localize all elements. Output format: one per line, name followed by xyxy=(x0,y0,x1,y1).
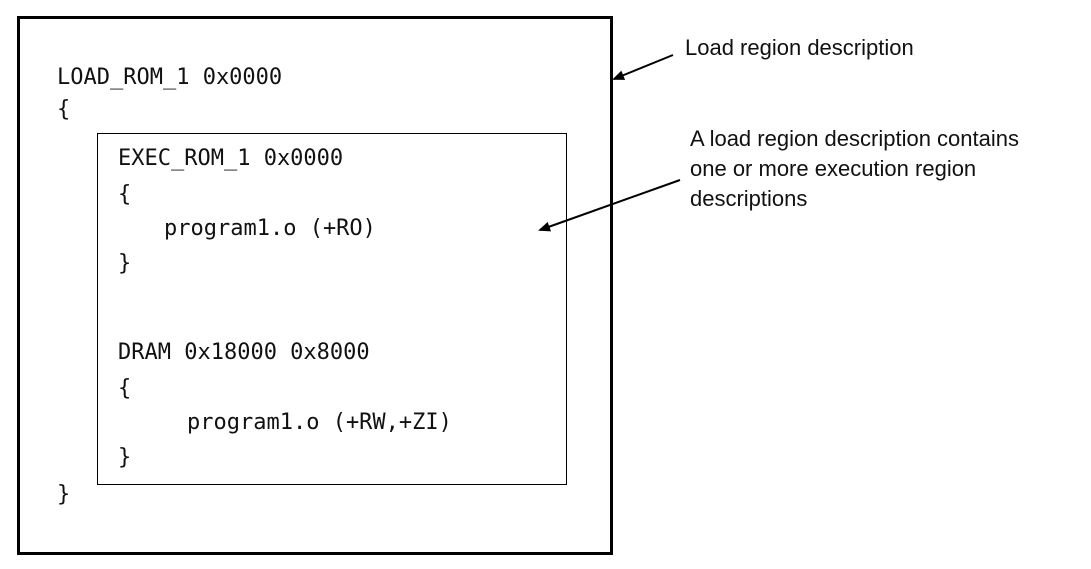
exec-rom-close-brace: } xyxy=(118,251,132,276)
exec-region-annotation: A load region description contains one o… xyxy=(690,124,1019,214)
exec-region-annotation-line-2: one or more execution region xyxy=(690,156,977,181)
dram-close-brace: } xyxy=(118,445,132,470)
load-region-box xyxy=(17,16,613,555)
load-region-open-brace: { xyxy=(57,97,71,122)
exec-region-arrow xyxy=(538,179,681,232)
load-region-annotation: Load region description xyxy=(685,35,914,60)
exec-rom-open-brace: { xyxy=(118,182,132,207)
load-region-close-brace: } xyxy=(57,482,71,507)
load-region-header: LOAD_ROM_1 0x0000 xyxy=(57,65,283,90)
dram-header: DRAM 0x18000 0x8000 xyxy=(118,340,370,365)
exec-rom-content: program1.o (+RO) xyxy=(164,216,376,241)
execution-region-box xyxy=(97,133,567,485)
exec-region-annotation-line-3: descriptions xyxy=(690,186,808,211)
exec-rom-header: EXEC_ROM_1 0x0000 xyxy=(118,146,344,171)
dram-open-brace: { xyxy=(118,376,132,401)
dram-content: program1.o (+RW,+ZI) xyxy=(187,410,452,435)
exec-region-annotation-line-1: A load region description contains xyxy=(690,126,1019,151)
load-region-arrow xyxy=(612,54,674,80)
